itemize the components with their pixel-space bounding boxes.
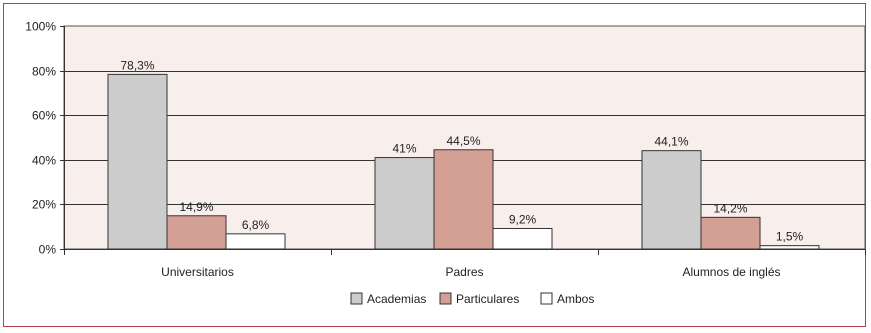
legend-label-particulares: Particulares — [456, 292, 519, 306]
bar-ambos — [225, 233, 286, 250]
category-label: Alumnos de inglés — [682, 265, 780, 279]
data-label: 44,1% — [654, 135, 688, 149]
bar-ambos — [759, 245, 820, 250]
data-label: 9,2% — [509, 212, 537, 226]
bar-academias — [107, 73, 168, 250]
data-label: 14,9% — [179, 200, 213, 214]
y-tick-label: 60% — [32, 109, 56, 123]
data-label: 44,5% — [446, 134, 480, 148]
y-tick-label: 0% — [39, 243, 57, 257]
y-tick-label: 40% — [32, 154, 56, 168]
bar-particulares — [433, 149, 494, 250]
data-label: 78,3% — [120, 58, 154, 72]
bar-ambos — [492, 227, 553, 250]
legend-swatch-particulares — [439, 292, 452, 305]
bar-academias — [374, 157, 435, 250]
legend-swatch-ambos — [540, 292, 553, 305]
y-tick-label: 20% — [32, 198, 56, 212]
y-tick-label: 100% — [25, 20, 56, 34]
legend-swatch-academias — [350, 292, 363, 305]
category-label: Universitarios — [161, 265, 234, 279]
legend-label-academias: Academias — [367, 292, 426, 306]
legend-label-ambos: Ambos — [557, 292, 594, 306]
data-label: 1,5% — [776, 230, 804, 244]
data-label: 6,8% — [242, 218, 270, 232]
bar-academias — [641, 150, 702, 250]
category-label: Padres — [445, 265, 483, 279]
y-tick-label: 80% — [32, 65, 56, 79]
bar-particulares — [700, 216, 761, 250]
data-label: 14,2% — [713, 201, 747, 215]
bar-particulares — [166, 215, 227, 250]
data-label: 41% — [392, 142, 416, 156]
